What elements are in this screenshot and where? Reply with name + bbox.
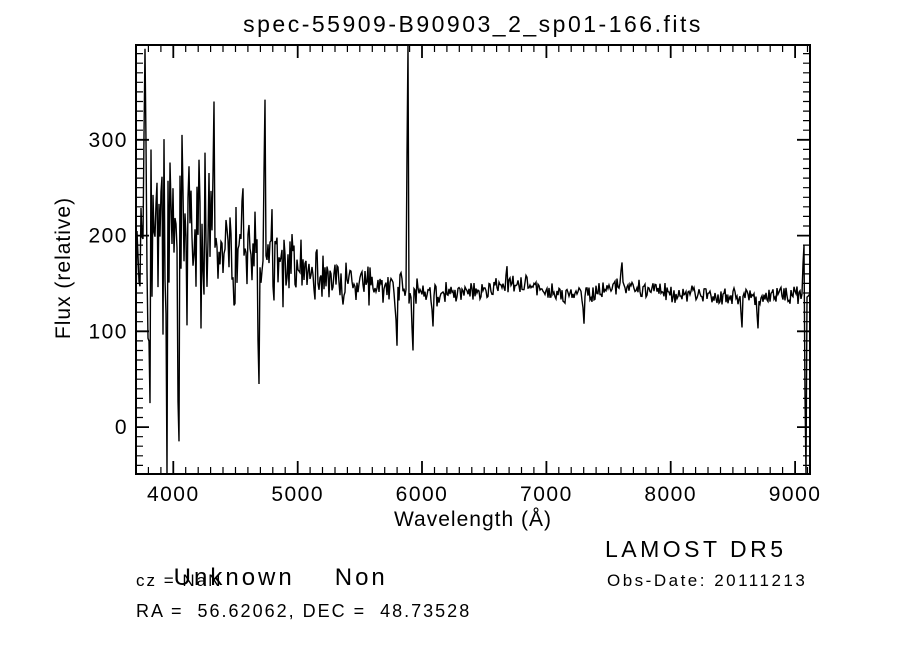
axis-major-ticks (136, 45, 810, 474)
class-label: Unknown (173, 564, 295, 591)
y-tick-label: 300 (88, 129, 128, 152)
y-tick-label: 100 (88, 320, 128, 343)
x-tick-label: 7000 (520, 483, 573, 506)
y-tick-labels: 0 100 200 300 (88, 129, 128, 439)
obs-date-label: Obs-Date: 20111213 (607, 571, 808, 590)
x-tick-label: 8000 (644, 483, 697, 506)
plot-frame (135, 44, 811, 475)
x-tick-labels: 4000 5000 6000 7000 8000 9000 (147, 483, 822, 506)
survey-release-label: LAMOST DR5 (605, 536, 787, 562)
x-tick-label: 6000 (396, 483, 449, 506)
x-axis-label: Wavelength (Å) (394, 508, 552, 531)
ra-dec-values: RA = 56.62062, DEC = 48.73528 (136, 601, 472, 621)
plot-title: spec-55909-B90903_2_sp01-166.fits (243, 11, 703, 37)
y-axis-label: Flux (relative) (52, 196, 75, 340)
spectrum-trace (135, 44, 811, 475)
x-tick-label: 5000 (271, 483, 324, 506)
x-tick-label: 9000 (769, 483, 822, 506)
y-tick-label: 200 (88, 225, 128, 248)
y-tick-label: 0 (115, 416, 128, 439)
subclass-label: Non (334, 564, 388, 591)
x-tick-label: 4000 (147, 483, 200, 506)
classification-line: Unknown Non (135, 536, 388, 620)
cz-value: cz = NaN (136, 571, 223, 590)
